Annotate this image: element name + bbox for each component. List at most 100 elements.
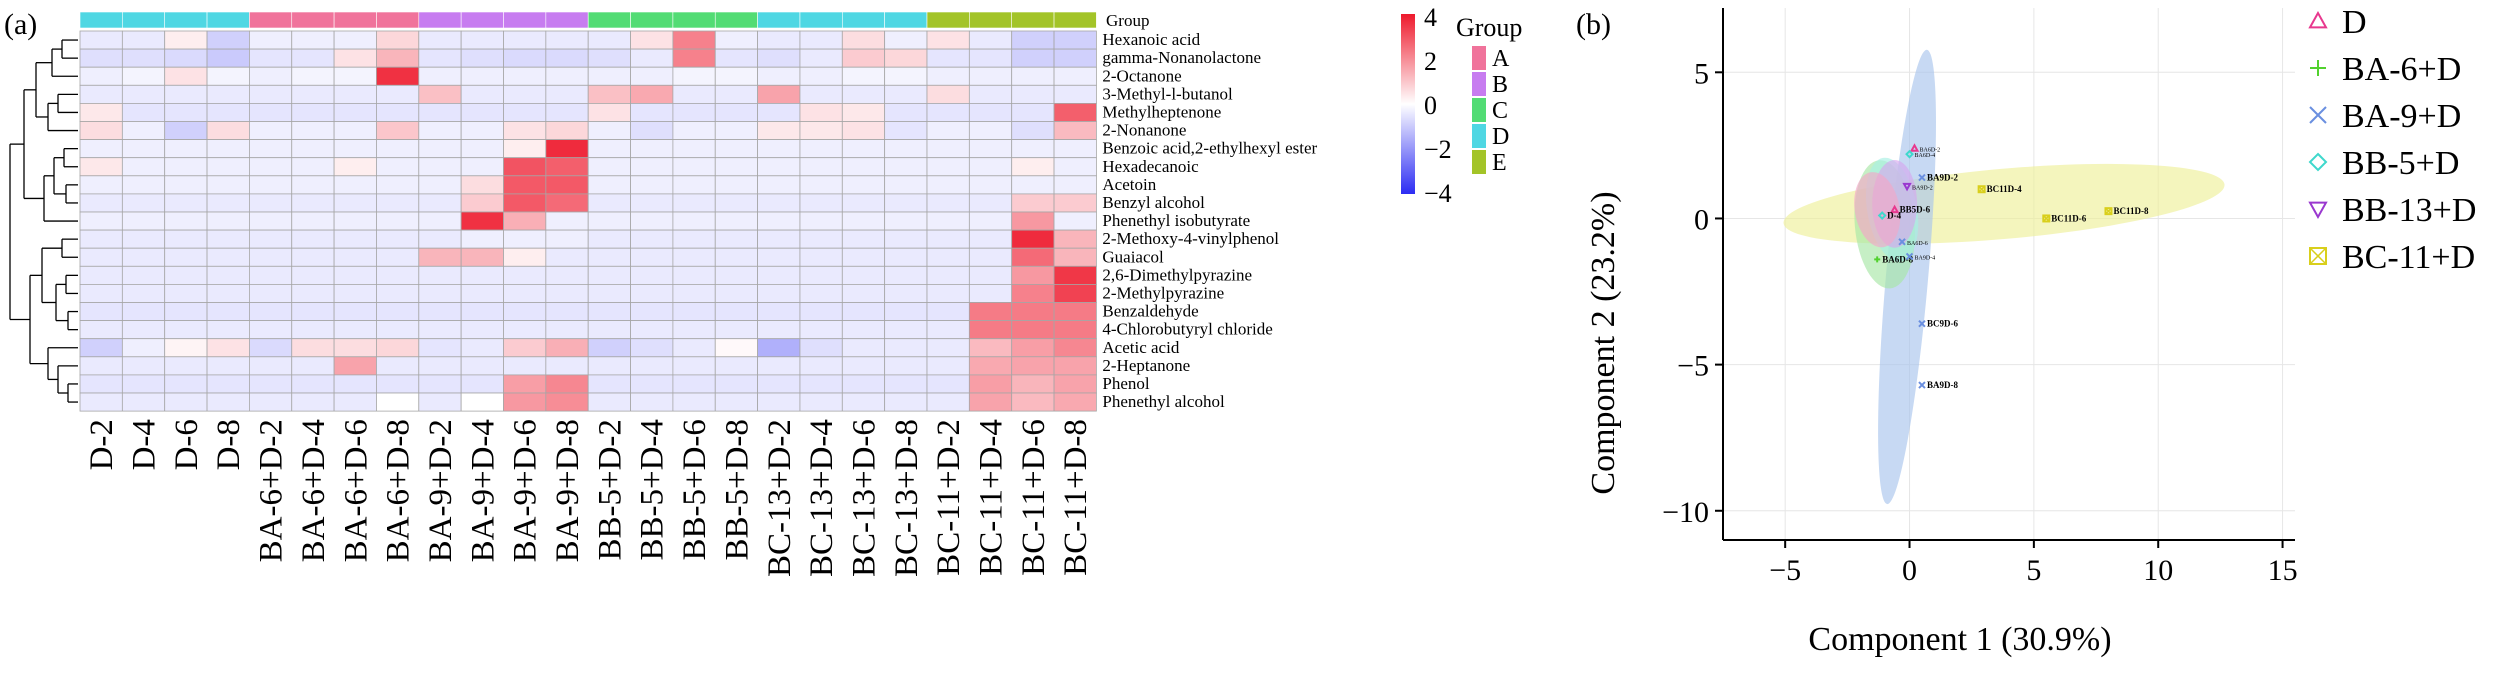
- heatmap-cell: [503, 211, 547, 231]
- heatmap-cell: [333, 121, 377, 141]
- row-label: Phenol: [1102, 374, 1150, 393]
- heatmap-cell: [460, 338, 504, 358]
- heatmap-cell: [248, 338, 293, 358]
- legend-group-label: A: [1492, 46, 1510, 72]
- heatmap-cell: [799, 265, 843, 285]
- y-axis-title: Component 2 (23.2%): [1585, 191, 1622, 494]
- row-label: 4-Chlorobutyryl chloride: [1102, 320, 1272, 339]
- heatmap-cell: [164, 374, 208, 394]
- heatmap-cell: [545, 66, 589, 86]
- heatmap-cell: [248, 175, 293, 195]
- heatmap-cell: [587, 157, 631, 177]
- heatmap-cell: [333, 302, 377, 322]
- heatmap-cell: [757, 139, 801, 159]
- column-label: BA-6+D-8: [381, 419, 417, 562]
- heatmap-cell: [206, 103, 250, 122]
- triangle-up-marker: [1889, 204, 1900, 214]
- heatmap-cell: [418, 265, 462, 285]
- heatmap-cell: [841, 374, 886, 394]
- heatmap-cell: [968, 193, 1013, 213]
- scatter-legend-label: BA-9+D: [2342, 98, 2461, 135]
- legend-group-swatch: [1472, 124, 1486, 148]
- heatmap-cell: [630, 247, 674, 267]
- heatmap-cell: [630, 320, 674, 340]
- heatmap-cell: [248, 392, 293, 412]
- heatmap-cell: [587, 392, 631, 412]
- heatmap-cell: [799, 247, 843, 267]
- heatmap-cell: [587, 175, 631, 195]
- heatmap-cell: [376, 374, 420, 394]
- heatmap-cell: [545, 265, 589, 285]
- heatmap-cell: [841, 175, 886, 195]
- heatmap-cell: [884, 247, 928, 267]
- heatmap-cell: [1053, 139, 1097, 159]
- column-label: D-8: [211, 419, 247, 470]
- panel-a-label: (a): [4, 8, 37, 41]
- group-bar-cell: [249, 11, 293, 29]
- scatter-ellipses: [1783, 49, 2225, 505]
- heatmap-cell: [460, 66, 504, 86]
- point-label: BB5D-6: [1900, 205, 1931, 215]
- heatmap-cell: [672, 211, 716, 231]
- heatmap-cell: [799, 283, 843, 303]
- heatmap-cell: [164, 30, 208, 50]
- heatmap-cell: [630, 121, 674, 141]
- x-marker: [1905, 252, 1914, 261]
- heatmap-cell: [926, 121, 970, 141]
- column-label: BC-13+D-6: [846, 419, 882, 577]
- heatmap-cell: [121, 356, 166, 376]
- heatmap-cell: [587, 103, 631, 122]
- heatmap-cell: [206, 175, 250, 195]
- heatmap-cell: [376, 48, 420, 68]
- heatmap-cell: [291, 84, 335, 104]
- heatmap-cell: [799, 84, 843, 104]
- heatmap-cell: [79, 374, 123, 394]
- heatmap-cell: [841, 84, 886, 104]
- heatmap-cell: [376, 211, 420, 231]
- heatmap-cell: [968, 30, 1013, 50]
- x-tick-label: 0: [1902, 554, 1917, 587]
- heatmap-cell: [630, 374, 674, 394]
- heatmap-cell: [1053, 265, 1097, 285]
- heatmap-cell: [79, 121, 123, 141]
- heatmap-cell: [164, 392, 208, 412]
- heatmap-cell: [164, 265, 208, 285]
- heatmap-cell: [884, 265, 928, 285]
- x-marker: [1918, 319, 1926, 328]
- heatmap-cell: [503, 30, 547, 50]
- heatmap-cell: [799, 320, 843, 340]
- heatmap-cell: [757, 302, 801, 322]
- heatmap-cell: [121, 175, 166, 195]
- heatmap-cell: [291, 247, 335, 267]
- heatmap-column-labels: D-2 D-4 D-6 D-8 BA-6+D-2 BA-6+D-4 BA-6+D-6 BA-6…: [84, 419, 1094, 577]
- heatmap-cell: [291, 157, 335, 177]
- heatmap-cell: [757, 320, 801, 340]
- heatmap-cell: [418, 139, 462, 159]
- heatmap-cell: [164, 356, 208, 376]
- group-bar-cell: [333, 11, 377, 29]
- scatter-legend-label: D: [2342, 4, 2367, 41]
- heatmap-cell: [248, 139, 293, 159]
- heatmap-cell: [79, 229, 123, 249]
- heatmap-cell: [1011, 374, 1055, 394]
- heatmap-cell: [79, 338, 123, 358]
- heatmap-cell: [799, 103, 843, 122]
- heatmap-cell: [714, 139, 758, 159]
- scatter-grid: [1723, 8, 2295, 540]
- heatmap-cell: [672, 229, 716, 249]
- confidence-ellipse: [1854, 172, 1901, 248]
- heatmap-cell: [418, 175, 462, 195]
- heatmap-cell: [248, 356, 293, 376]
- heatmap-cell: [79, 247, 123, 267]
- heatmap-cell: [1053, 103, 1097, 122]
- triangle-down-marker: [1902, 182, 1912, 192]
- heatmap-cell: [121, 283, 166, 303]
- heatmap-cell: [376, 338, 420, 358]
- heatmap-cell: [503, 121, 547, 141]
- heatmap-cell: [333, 103, 377, 122]
- heatmap-cell: [884, 84, 928, 104]
- triangle-up-marker: [1909, 143, 1920, 152]
- heatmap-cell: [418, 374, 462, 394]
- heatmap-cell: [79, 157, 123, 177]
- heatmap-cell: [672, 48, 716, 68]
